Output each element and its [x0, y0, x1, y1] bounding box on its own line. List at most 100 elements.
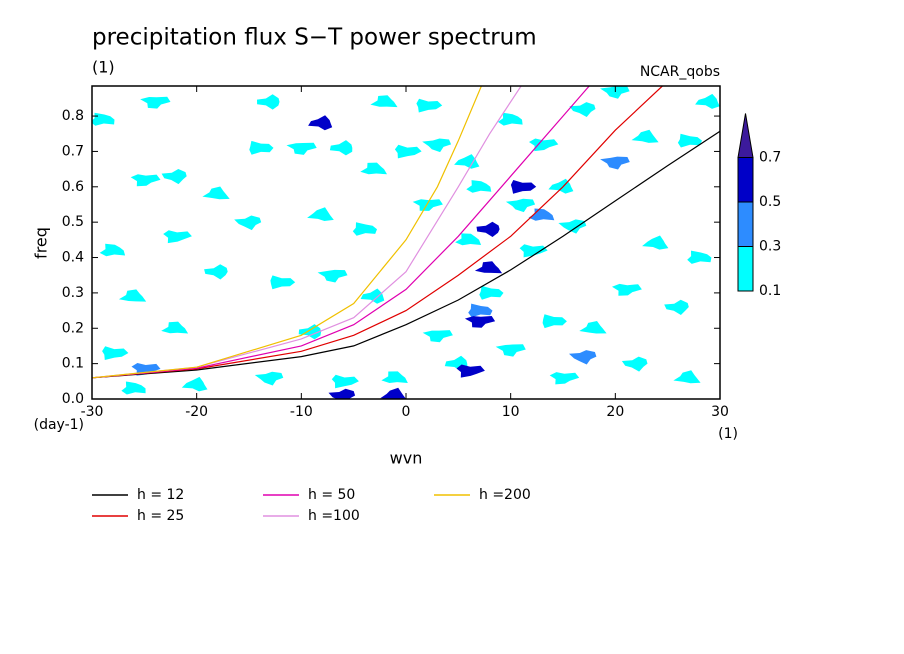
contour-blob: [631, 129, 659, 143]
curve: [92, 86, 482, 379]
source-label: NCAR_qobs: [640, 64, 720, 80]
contour-blob: [569, 102, 596, 117]
x-unit: (1): [718, 426, 738, 442]
contour-blob: [529, 138, 559, 152]
contour-blob: [352, 222, 377, 236]
y-tick-label: 0.3: [62, 285, 84, 301]
y-tick-label: 0.7: [62, 143, 84, 159]
subtitle: (1): [92, 58, 115, 77]
curves: [92, 86, 720, 379]
curve: [92, 86, 663, 379]
x-tick-label: 30: [711, 404, 729, 420]
y-axis-label: freq: [32, 227, 51, 259]
y-tick-label: 0.4: [62, 250, 84, 266]
colorbar-label: 0.7: [759, 150, 781, 166]
contour-blob: [549, 372, 580, 385]
contour-blob: [204, 264, 228, 280]
contour-blob: [254, 371, 284, 386]
y-tick-label: 0.5: [62, 214, 84, 230]
contour-blob: [569, 350, 597, 365]
contour-blob: [464, 316, 496, 328]
x-tick-label: 0: [402, 404, 411, 420]
contours: [92, 86, 720, 399]
legend-label: h =100: [308, 508, 360, 524]
contour-blob: [380, 387, 407, 399]
contour-blob: [476, 221, 500, 237]
contour-blob: [612, 283, 642, 296]
y-unit: (day-1): [34, 417, 84, 433]
contour-blob: [528, 208, 555, 221]
contour-blob: [307, 207, 334, 221]
contour-blob: [454, 154, 480, 169]
contour-blob: [257, 94, 280, 110]
contour-blob: [102, 346, 129, 360]
contour-blob: [249, 140, 274, 155]
contour-blob: [121, 381, 146, 395]
contour-blob: [495, 344, 526, 357]
contour-blob: [456, 364, 485, 378]
contour-blob: [234, 215, 262, 231]
contour-blob: [308, 115, 333, 131]
contour-blob: [360, 288, 385, 304]
y-tick-label: 0.8: [62, 108, 84, 124]
x-tick-label: 10: [502, 404, 520, 420]
contour-blob: [92, 112, 115, 126]
x-tick-label: -30: [81, 404, 104, 420]
contour-blob: [664, 299, 689, 315]
y-tick-label: 0.0: [62, 391, 84, 407]
plot-frame: [91, 85, 721, 400]
contour-blob: [329, 140, 353, 156]
contour-blob: [161, 169, 187, 185]
x-axis-label: wvn: [390, 449, 423, 468]
contour-blob: [695, 93, 720, 109]
y-tick-label: 0.6: [62, 179, 84, 195]
contour-blob: [468, 303, 493, 318]
contour-blob: [412, 199, 443, 211]
x-tick-label: 20: [606, 404, 624, 420]
contour-blob: [542, 314, 567, 329]
colorbar-label: 0.1: [759, 283, 781, 299]
contour-blob: [600, 86, 630, 99]
contour-blob: [331, 374, 359, 389]
contour-blob: [140, 96, 171, 109]
x-tick-label: -20: [185, 404, 208, 420]
contour-blob: [558, 219, 587, 234]
contour-blob: [422, 330, 453, 343]
contour-blob: [202, 186, 230, 200]
contour-blob: [642, 235, 669, 250]
colorbar-arrow: [737, 113, 754, 158]
contour-blob: [673, 370, 701, 384]
contour-blob: [317, 269, 348, 283]
colorbar-label: 0.5: [759, 194, 781, 210]
legend-label: h = 50: [308, 487, 355, 503]
contour-blob: [519, 244, 548, 258]
contour-blob: [370, 95, 398, 108]
contour-blob: [394, 144, 422, 159]
contour-blob: [416, 98, 443, 113]
contour-blob: [677, 133, 703, 148]
contour-blob: [328, 388, 356, 399]
contour-blob: [270, 275, 296, 290]
y-tick-label: 0.1: [62, 356, 84, 372]
contour-blob: [181, 376, 208, 392]
curve: [92, 86, 590, 379]
colorbar-segment: [737, 246, 754, 292]
contour-blob: [130, 174, 161, 187]
legend-label: h = 25: [137, 508, 184, 524]
contour-blob: [579, 321, 607, 334]
contour-blob: [621, 356, 648, 372]
contour-blob: [687, 250, 712, 264]
contour-blob: [466, 180, 492, 193]
colorbar-segment: [737, 157, 754, 203]
contour-blob: [360, 162, 387, 175]
contour-blob: [286, 142, 317, 155]
colorbar-segment: [737, 201, 754, 247]
contour-blob: [163, 230, 192, 244]
contour-blob: [161, 321, 189, 334]
chart-title: precipitation flux S−T power spectrum: [92, 25, 537, 51]
contour-blob: [422, 138, 452, 153]
contour-blob: [479, 285, 504, 300]
legend-label: h =200: [479, 487, 531, 503]
x-tick-label: -10: [290, 404, 313, 420]
